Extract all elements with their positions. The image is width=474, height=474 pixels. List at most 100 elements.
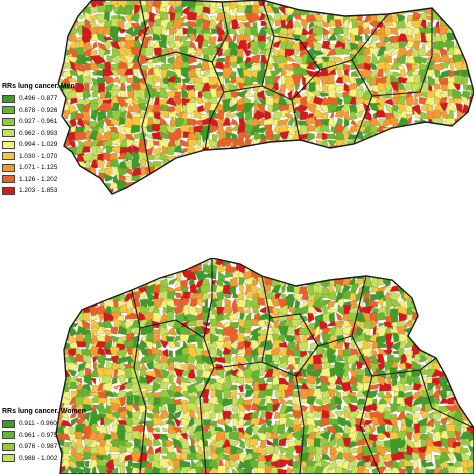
municipality-cell <box>222 284 232 296</box>
municipality-cell <box>125 26 135 37</box>
municipality-cell <box>34 319 43 328</box>
municipality-cell <box>455 180 464 192</box>
municipality-cell <box>350 119 357 126</box>
municipality-cell <box>440 152 450 161</box>
municipality-cell <box>0 300 9 307</box>
municipality-cell <box>153 174 162 185</box>
municipality-cell <box>355 258 367 268</box>
municipality-cell <box>389 166 401 176</box>
municipality-cell <box>431 328 444 335</box>
municipality-cell <box>158 110 170 119</box>
municipality-cell <box>403 181 414 191</box>
municipality-cell <box>456 0 463 9</box>
municipality-cell <box>406 39 416 48</box>
municipality-cell <box>342 258 350 263</box>
municipality-cell <box>249 173 260 182</box>
municipality-cell <box>236 165 244 176</box>
municipality-cell <box>161 258 167 267</box>
municipality-cell <box>16 258 21 265</box>
municipality-cell <box>257 346 265 356</box>
municipality-cell <box>469 396 474 408</box>
municipality-cell <box>427 280 434 288</box>
municipality-cell <box>67 362 79 372</box>
municipality-cell <box>12 368 19 379</box>
municipality-cell <box>124 278 136 288</box>
municipality-cell <box>327 32 338 41</box>
municipality-cell <box>467 54 474 65</box>
municipality-cell <box>92 272 101 280</box>
municipality-cell <box>19 13 29 20</box>
municipality-cell <box>446 312 455 322</box>
municipality-cell <box>329 208 338 215</box>
municipality-cell <box>445 263 456 273</box>
municipality-cell <box>58 13 64 23</box>
municipality-cell <box>453 333 463 342</box>
municipality-cell <box>363 47 372 57</box>
municipality-cell <box>105 271 112 281</box>
municipality-cell <box>174 211 183 215</box>
municipality-cell <box>417 325 428 337</box>
municipality-cell <box>22 48 28 55</box>
municipality-cell <box>355 109 365 118</box>
municipality-cell <box>384 264 395 275</box>
municipality-cell <box>397 270 407 282</box>
municipality-cell <box>133 4 142 15</box>
municipality-cell <box>294 445 303 454</box>
municipality-cell <box>313 273 322 279</box>
municipality-cell <box>462 327 471 337</box>
municipality-cell <box>403 386 413 391</box>
municipality-cell <box>21 204 30 210</box>
municipality-cell <box>1 0 9 8</box>
municipality-cell <box>398 258 408 268</box>
municipality-cell <box>83 41 93 51</box>
municipality-cell <box>294 258 302 268</box>
municipality-cell <box>56 396 59 408</box>
municipality-cell <box>342 8 350 14</box>
municipality-cell <box>309 193 314 194</box>
municipality-cell <box>201 186 213 194</box>
municipality-cell <box>300 18 308 31</box>
municipality-cell <box>33 368 45 377</box>
municipality-cell <box>218 271 226 282</box>
municipality-cell <box>371 138 379 147</box>
municipality-cell <box>35 0 43 7</box>
municipality-cell <box>263 180 274 192</box>
municipality-cell <box>131 271 139 282</box>
municipality-cell <box>69 340 79 350</box>
municipality-cell <box>461 209 467 215</box>
municipality-cell <box>426 186 434 194</box>
municipality-cell <box>468 186 474 194</box>
municipality-cell <box>459 276 472 289</box>
municipality-cell <box>152 209 163 215</box>
municipality-cell <box>33 258 43 264</box>
municipality-cell <box>141 361 149 371</box>
municipality-cell <box>300 159 310 167</box>
municipality-cell <box>201 291 210 301</box>
municipality-cell <box>116 193 128 194</box>
municipality-cell <box>427 336 437 345</box>
municipality-cell <box>35 27 41 37</box>
municipality-cell <box>140 158 147 168</box>
municipality-cell <box>266 153 273 162</box>
municipality-cell <box>0 62 7 72</box>
municipality-cell <box>265 210 274 215</box>
municipality-cell <box>334 0 345 9</box>
municipality-cell <box>453 278 465 288</box>
municipality-cell <box>411 138 422 149</box>
municipality-cell <box>405 271 415 279</box>
municipality-cell <box>413 201 419 211</box>
choropleth-map-women <box>0 258 474 474</box>
municipality-cell <box>131 208 141 215</box>
municipality-cell <box>294 83 301 92</box>
legend-item: 0.962 - 0.993 <box>2 128 75 140</box>
municipality-cell <box>279 173 287 183</box>
municipality-cell <box>349 96 357 105</box>
municipality-cell <box>33 375 40 386</box>
municipality-cell <box>382 186 395 194</box>
municipality-cell <box>41 13 49 23</box>
municipality-cell <box>29 299 35 309</box>
municipality-cell <box>377 305 388 316</box>
municipality-cell <box>421 153 427 161</box>
municipality-cell <box>379 0 388 8</box>
municipality-cell <box>238 418 244 428</box>
